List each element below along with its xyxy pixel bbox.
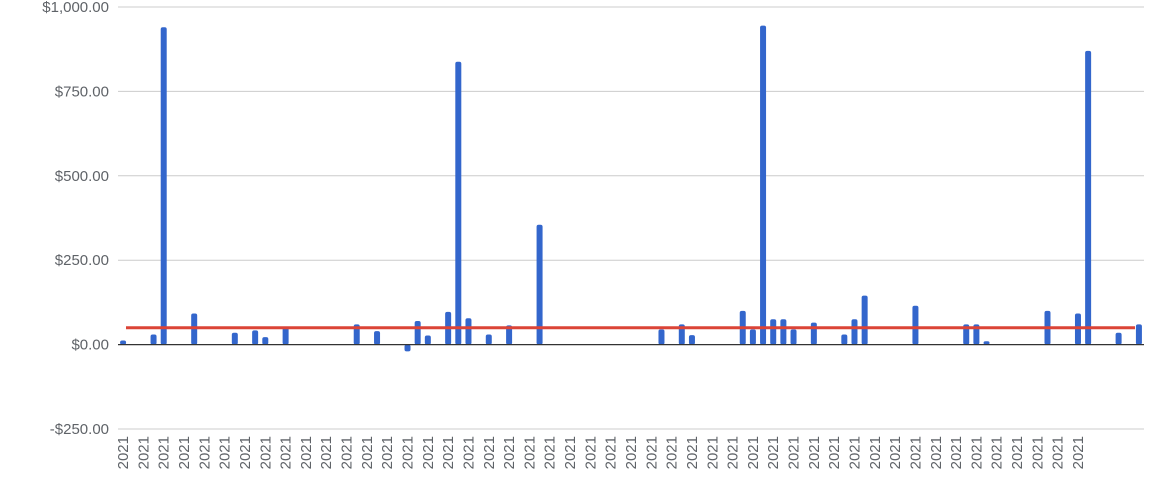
x-tick-label: 2021 <box>806 436 823 469</box>
x-tick-label: 2021 <box>217 436 234 469</box>
x-tick-label: 2021 <box>704 436 721 469</box>
x-tick-label: 2021 <box>379 436 396 469</box>
bars <box>120 25 1142 352</box>
y-tick-label: $750.00 <box>55 83 109 100</box>
x-tick-label: 2021 <box>359 436 376 469</box>
x-tick-label: 2021 <box>786 436 803 469</box>
bar <box>780 319 787 345</box>
x-tick-label: 2021 <box>603 436 620 469</box>
y-tick-label: $0.00 <box>71 337 109 354</box>
y-axis-tick-labels: -$250.00 $0.00 $250.00 $500.00 $750.00 $1,000… <box>42 0 109 438</box>
x-tick-label: 2021 <box>460 436 477 469</box>
bar <box>973 324 980 345</box>
bar <box>1085 50 1092 345</box>
gridlines <box>118 6 1144 430</box>
x-tick-label: 2021 <box>623 436 640 469</box>
x-tick-label: 2021 <box>928 436 945 469</box>
x-tick-label: 2021 <box>1029 436 1046 469</box>
bar <box>963 324 970 345</box>
x-tick-label: 2021 <box>339 436 356 469</box>
x-tick-label: 2021 <box>318 436 335 469</box>
bar <box>770 319 777 345</box>
y-tick-label: $250.00 <box>55 252 109 269</box>
bar <box>353 324 360 345</box>
x-tick-label: 2021 <box>135 436 152 469</box>
bar <box>810 322 817 345</box>
x-tick-label: 2021 <box>887 436 904 469</box>
bar <box>150 334 157 345</box>
bar <box>262 337 269 345</box>
bar <box>120 340 127 345</box>
bar <box>1115 332 1122 345</box>
bar <box>760 25 767 345</box>
bar <box>506 325 513 345</box>
bar <box>252 330 259 345</box>
x-tick-label: 2021 <box>176 436 193 469</box>
x-tick-label: 2021 <box>278 436 295 469</box>
x-tick-label: 2021 <box>745 436 762 469</box>
bar <box>282 327 289 345</box>
bar <box>688 335 695 345</box>
x-tick-label: 2021 <box>664 436 681 469</box>
x-tick-label: 2021 <box>298 436 315 469</box>
x-tick-label: 2021 <box>1050 436 1067 469</box>
bar <box>485 334 492 345</box>
x-tick-label: 2021 <box>257 436 274 469</box>
x-tick-label: 2021 <box>867 436 884 469</box>
x-tick-label: 2021 <box>725 436 742 469</box>
x-tick-label: 2021 <box>115 436 132 469</box>
x-tick-label: 2021 <box>643 436 660 469</box>
x-tick-label: 2021 <box>907 436 924 469</box>
x-tick-label: 2021 <box>989 436 1006 469</box>
bar <box>1135 324 1142 345</box>
x-tick-label: 2021 <box>1070 436 1087 469</box>
bar <box>912 305 919 345</box>
x-tick-label: 2021 <box>501 436 518 469</box>
y-tick-label: -$250.00 <box>50 421 109 438</box>
x-tick-label: 2021 <box>521 436 538 469</box>
x-tick-label: 2021 <box>684 436 701 469</box>
x-axis-tick-labels: 2021 2021 2021 2021 2021 2021 2021 2021 2021 2021… <box>115 436 1087 469</box>
x-tick-label: 2021 <box>1009 436 1026 469</box>
bar <box>404 344 411 352</box>
bar <box>465 318 472 345</box>
x-tick-label: 2021 <box>400 436 417 469</box>
x-tick-label: 2021 <box>481 436 498 469</box>
bar <box>414 320 421 345</box>
x-tick-label: 2021 <box>948 436 965 469</box>
x-tick-label: 2021 <box>542 436 559 469</box>
x-tick-label: 2021 <box>196 436 213 469</box>
x-tick-label: 2021 <box>440 436 457 469</box>
x-tick-label: 2021 <box>420 436 437 469</box>
x-tick-label: 2021 <box>156 436 173 469</box>
bar <box>790 329 797 345</box>
bar <box>374 331 381 345</box>
bar <box>658 329 665 345</box>
bar <box>983 341 990 345</box>
bar <box>536 224 543 345</box>
bar <box>160 27 167 345</box>
bar <box>455 61 462 345</box>
y-tick-label: $500.00 <box>55 168 109 185</box>
y-tick-label: $1,000.00 <box>42 0 109 16</box>
x-tick-label: 2021 <box>237 436 254 469</box>
x-tick-label: 2021 <box>582 436 599 469</box>
x-tick-label: 2021 <box>562 436 579 469</box>
bar <box>851 319 858 345</box>
x-tick-label: 2021 <box>826 436 843 469</box>
bar <box>861 295 868 345</box>
bar <box>231 332 238 345</box>
bar <box>424 335 431 345</box>
x-tick-label: 2021 <box>765 436 782 469</box>
x-tick-label: 2021 <box>846 436 863 469</box>
x-tick-label: 2021 <box>968 436 985 469</box>
bar <box>749 329 756 345</box>
bar <box>841 334 848 345</box>
bar <box>678 324 685 345</box>
